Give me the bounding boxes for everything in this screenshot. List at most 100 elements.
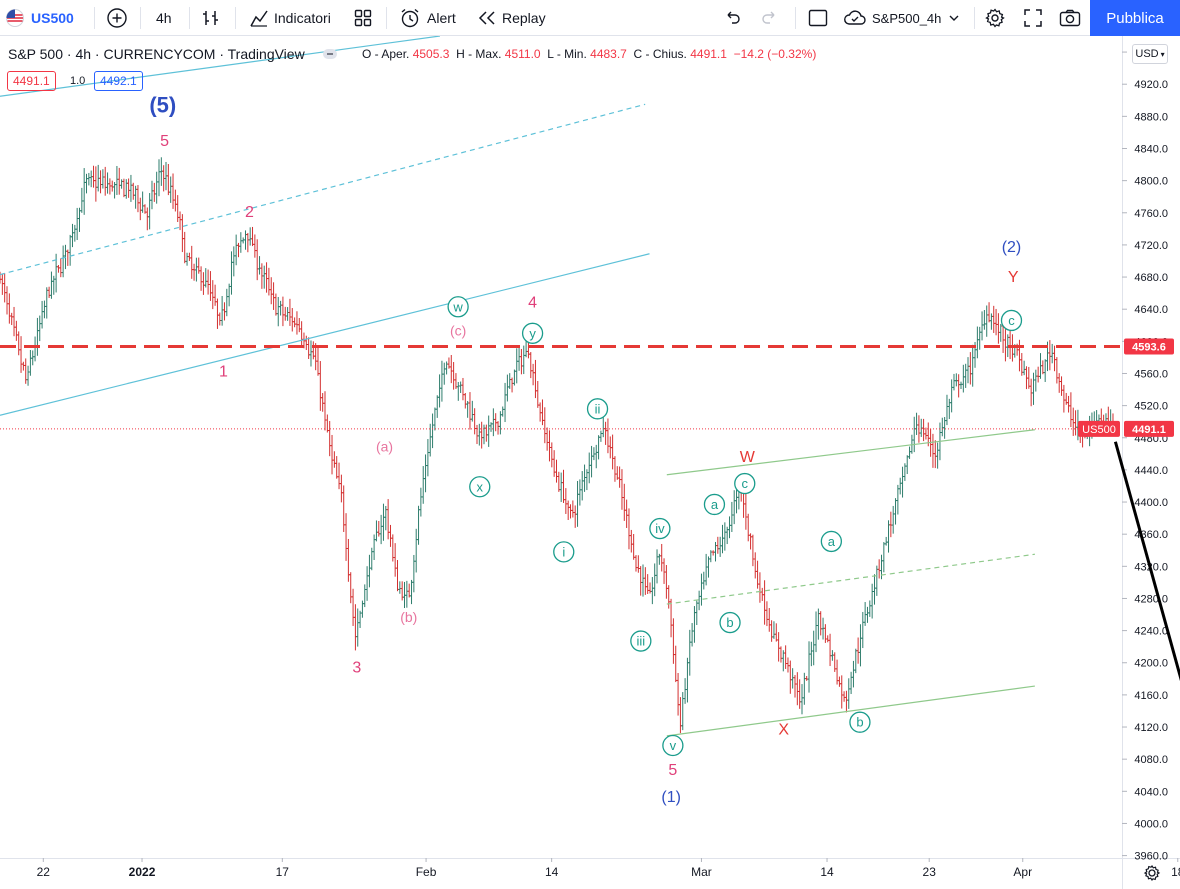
ohlc-bar bbox=[1053, 345, 1057, 372]
sell-price-button[interactable]: 4491.1 bbox=[7, 71, 56, 91]
wave-circle bbox=[586, 398, 609, 420]
price-tick-label: 4240.0 bbox=[1134, 626, 1168, 638]
ohlc-bar bbox=[828, 633, 832, 667]
ohlc-bar bbox=[870, 583, 874, 619]
ohlc-bar bbox=[587, 452, 591, 484]
ohlc-bar bbox=[543, 407, 547, 444]
wave-label-circle: b bbox=[719, 611, 741, 634]
indicators-icon bbox=[249, 8, 269, 28]
ohlc-bar bbox=[480, 421, 484, 449]
snapshot-button[interactable] bbox=[1059, 0, 1081, 36]
ohlc-bar bbox=[176, 195, 180, 223]
ohlc-bar bbox=[117, 167, 121, 195]
ohlc-bar bbox=[192, 263, 196, 281]
ohlc-bar bbox=[620, 469, 624, 510]
buy-price-button[interactable]: 4492.1 bbox=[94, 71, 143, 91]
wave-circle bbox=[553, 541, 575, 563]
ohlc-bar bbox=[770, 620, 774, 642]
ohlc-bar bbox=[201, 272, 205, 295]
ohlc-bar bbox=[136, 185, 140, 213]
price-tick-label: 4680.0 bbox=[1134, 272, 1168, 284]
redo-icon bbox=[761, 9, 779, 27]
redo-button[interactable] bbox=[761, 0, 779, 36]
layout-menu-button[interactable]: S&P500_4h bbox=[843, 0, 959, 36]
ohlc-bar bbox=[92, 165, 96, 188]
ohlc-bar bbox=[87, 172, 91, 186]
ohlc-bar bbox=[468, 392, 472, 430]
ohlc-bar bbox=[1017, 339, 1021, 372]
ohlc-bar bbox=[622, 483, 626, 521]
ohlc-bar bbox=[618, 466, 622, 488]
ohlc-bar bbox=[971, 344, 975, 387]
chevron-down-icon: ▾ bbox=[1160, 49, 1165, 59]
ohlc-bar bbox=[865, 606, 869, 623]
fullscreen-button[interactable] bbox=[1024, 0, 1042, 36]
replay-button[interactable]: Replay bbox=[478, 0, 546, 36]
ohlc-bar bbox=[459, 381, 463, 394]
ohlc-bar bbox=[533, 359, 537, 399]
ohlc-bar bbox=[580, 471, 584, 501]
ohlc-bar bbox=[211, 280, 215, 310]
ohlc-bar bbox=[110, 180, 114, 192]
ohlc-bar bbox=[17, 331, 21, 356]
ohlc-bar bbox=[1029, 378, 1033, 407]
chart-area[interactable]: 4960.04920.04880.04840.04800.04760.04720… bbox=[0, 36, 1180, 889]
currency-selector[interactable]: USD ▾ bbox=[1132, 44, 1168, 64]
ohlc-bar bbox=[251, 226, 255, 247]
ohlc-bar bbox=[204, 268, 208, 288]
templates-icon bbox=[353, 8, 373, 28]
channel-line bbox=[666, 553, 1035, 605]
ohlc-bar bbox=[12, 306, 16, 337]
wave-label-circle: x bbox=[469, 476, 491, 498]
ohlc-bar bbox=[660, 543, 664, 572]
ohlc-bar bbox=[1062, 384, 1066, 413]
bar-style-button[interactable] bbox=[201, 0, 221, 36]
ohlc-bar bbox=[61, 245, 65, 278]
symbol-search[interactable]: US500 bbox=[6, 0, 74, 36]
ohlc-bar bbox=[599, 430, 603, 442]
ohlc-bar bbox=[662, 558, 666, 584]
ohlc-bar bbox=[1071, 407, 1075, 436]
ohlc-bar bbox=[569, 504, 573, 519]
wave-label-circle: c bbox=[1000, 309, 1023, 332]
ohlc-bar bbox=[597, 435, 601, 460]
ohlc-bar bbox=[751, 534, 755, 567]
layout-toggle-button[interactable] bbox=[808, 0, 828, 36]
ohlc-bar bbox=[809, 641, 813, 667]
wave-label: 1 bbox=[219, 364, 228, 381]
ohlc-bar bbox=[288, 298, 292, 326]
ohlc-bar bbox=[791, 668, 795, 689]
ohlc-bar bbox=[807, 641, 811, 693]
axis-settings-icon[interactable] bbox=[1143, 865, 1161, 881]
ohlc-bar bbox=[171, 173, 175, 209]
ohlc-bar bbox=[21, 361, 25, 371]
ohlc-bar bbox=[435, 395, 439, 418]
ohlc-bar bbox=[985, 305, 989, 337]
add-symbol-button[interactable] bbox=[106, 0, 128, 36]
ohlc-bar bbox=[503, 382, 507, 423]
ohlc-bar bbox=[908, 446, 912, 459]
ohlc-bar bbox=[957, 374, 961, 398]
undo-button[interactable] bbox=[723, 0, 741, 36]
ohlc-bar bbox=[419, 487, 423, 517]
settings-button[interactable] bbox=[984, 0, 1006, 36]
ohlc-bar bbox=[1074, 410, 1078, 436]
publish-button[interactable]: Pubblica bbox=[1090, 0, 1180, 36]
ohlc-bar bbox=[905, 455, 909, 475]
ohlc-bar bbox=[59, 258, 63, 278]
interval-button[interactable]: 4h bbox=[156, 10, 172, 26]
indicators-button[interactable]: Indicatori bbox=[249, 0, 331, 36]
ohlc-bar bbox=[52, 275, 56, 295]
alert-button[interactable]: Alert bbox=[399, 0, 456, 36]
legend-collapse-icon[interactable] bbox=[322, 49, 337, 59]
ohlc-bar bbox=[723, 522, 727, 551]
ohlc-bar bbox=[496, 421, 500, 435]
ohlc-bar bbox=[10, 312, 14, 326]
wave-label: y bbox=[529, 326, 536, 341]
chart-title: S&P 500 · 4h · CURRENCYCOM · TradingView bbox=[8, 46, 305, 62]
wave-label: (a) bbox=[376, 438, 393, 454]
ohlc-bar bbox=[335, 456, 339, 479]
templates-button[interactable] bbox=[353, 0, 373, 36]
ohlc-bar bbox=[353, 604, 357, 651]
ohlc-bar bbox=[854, 648, 858, 674]
